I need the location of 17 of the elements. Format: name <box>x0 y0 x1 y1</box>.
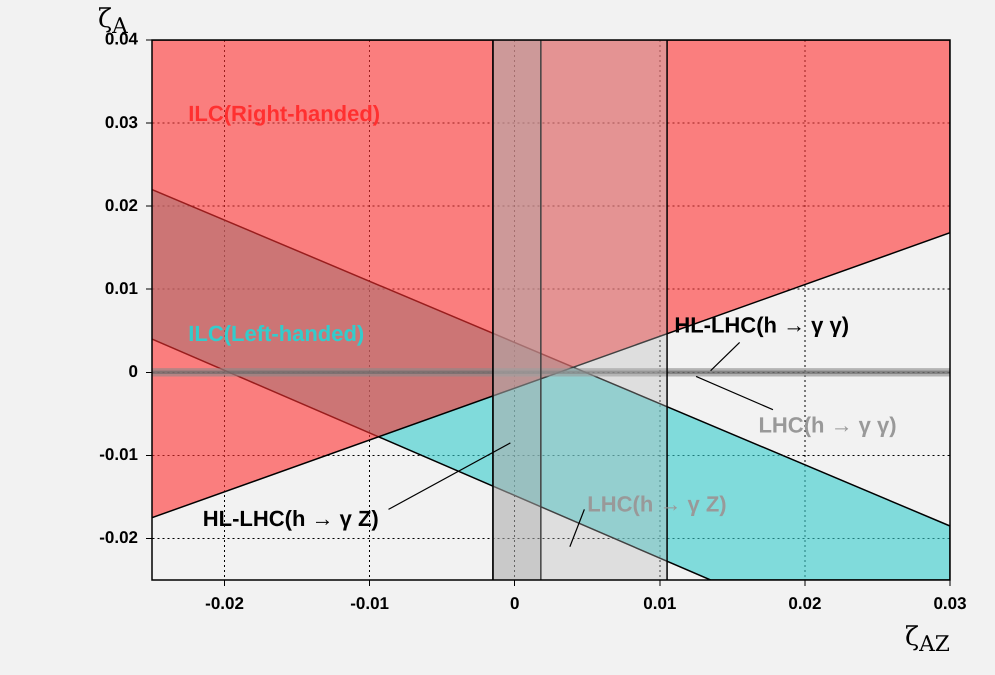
band-label: LHC(h → γ γ) <box>758 412 897 438</box>
y-tick-label: -0.02 <box>99 528 138 548</box>
series-label: ILC(Right-handed) <box>188 100 380 126</box>
series-label: ILC(Left-handed) <box>188 320 364 346</box>
x-tick-label: -0.02 <box>205 594 244 613</box>
x-tick-label: 0 <box>510 594 520 613</box>
x-tick-label: 0.02 <box>788 594 822 613</box>
x-tick-label: -0.01 <box>350 594 390 613</box>
y-tick-label: -0.01 <box>99 445 138 464</box>
x-tick-label: 0.01 <box>643 594 676 613</box>
y-tick-label: 0.02 <box>104 196 138 215</box>
y-tick-label: 0.01 <box>104 278 138 298</box>
band-label: HL-LHC(h → γ Z) <box>202 506 379 532</box>
y-tick-label: 0 <box>128 362 138 381</box>
y-tick-label: 0.03 <box>104 112 138 132</box>
x-tick-label: 0.03 <box>933 594 967 613</box>
x-axis-title: ζ$_{AZ}$ <box>905 622 950 658</box>
